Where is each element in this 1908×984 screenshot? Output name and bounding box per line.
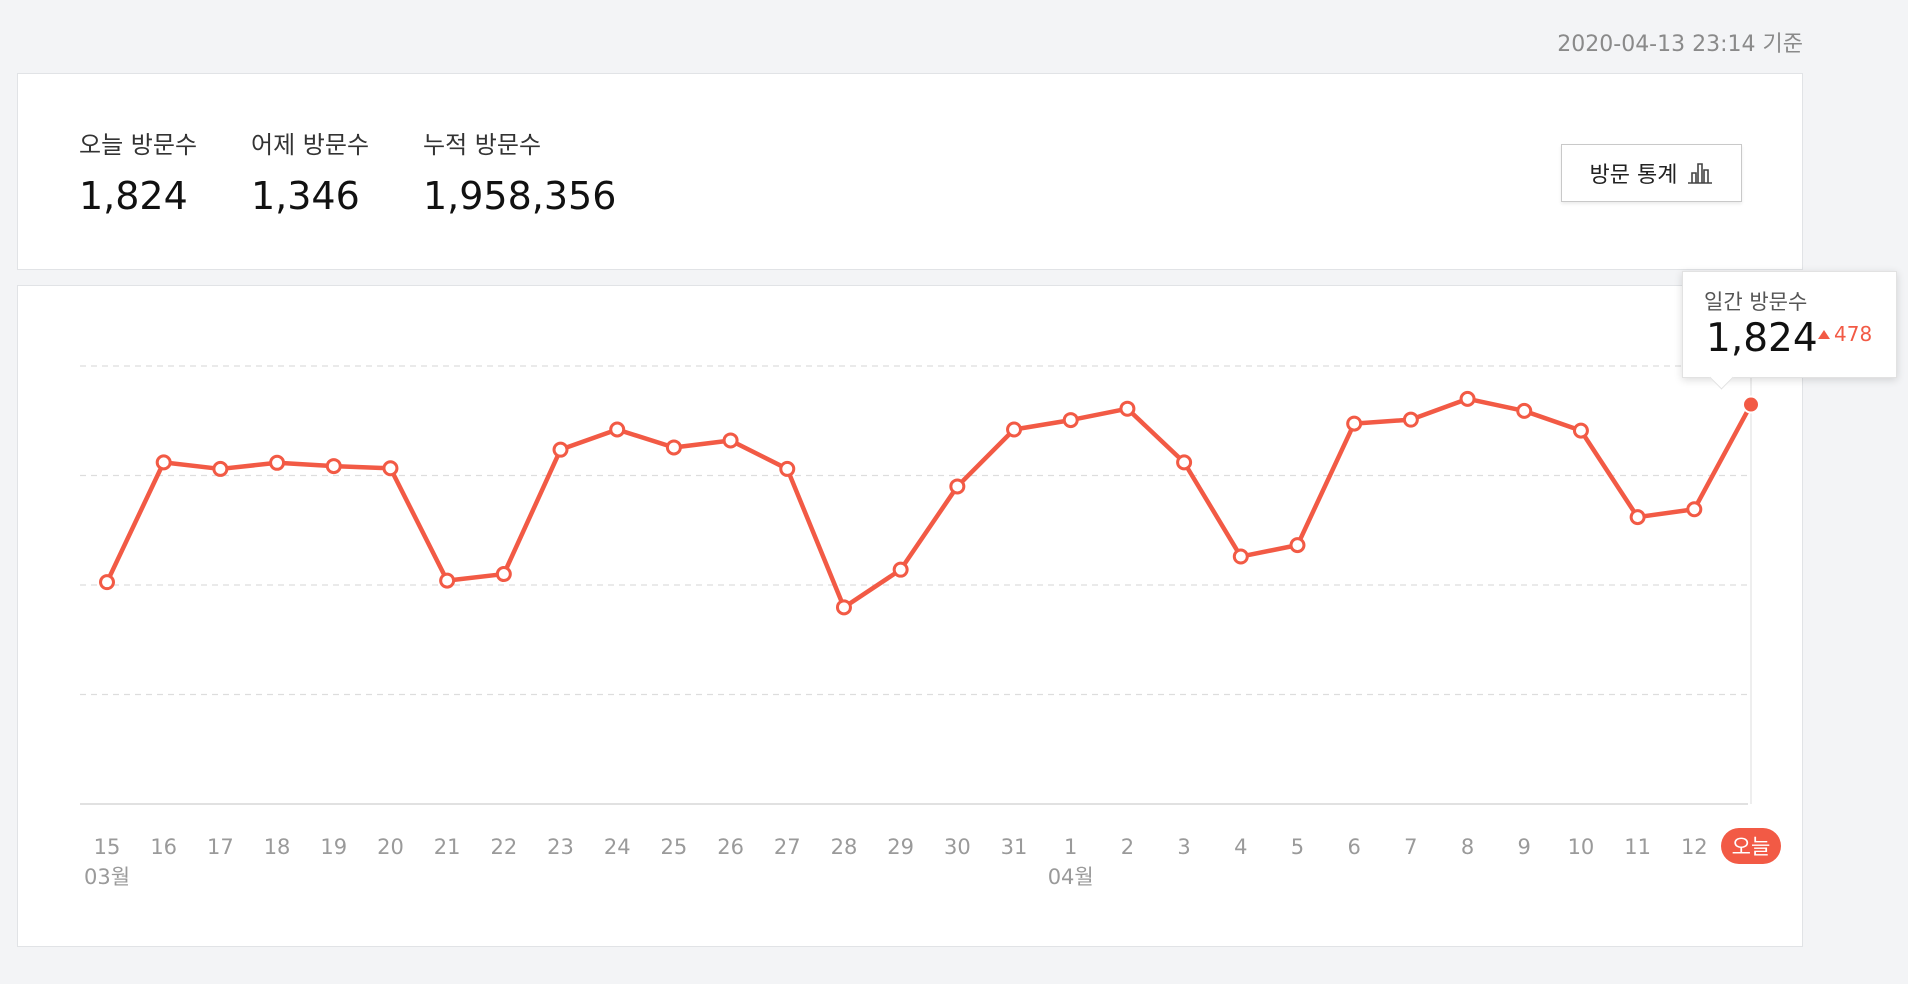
today-badge [1721, 828, 1781, 864]
data-point-6 [439, 572, 456, 589]
total-visits-label: 누적 방문수 [423, 131, 542, 159]
x-tick-label-8: 23 [547, 835, 574, 859]
x-tick-label-29: 오늘 [1732, 835, 1771, 859]
timestamp: 2020-04-13 23:14 기준 [1557, 32, 1803, 57]
month-label-1: 04월 [1048, 865, 1094, 889]
triangle-up-icon [1818, 329, 1830, 339]
x-tick-label-13: 28 [831, 835, 858, 859]
tooltip-value: 1,824 [1706, 316, 1818, 361]
data-point-9 [609, 421, 626, 438]
x-tick-label-6: 21 [434, 835, 461, 859]
x-tick-label-12: 27 [774, 835, 801, 859]
x-tick-label-16: 31 [1001, 835, 1028, 859]
x-tick-label-7: 22 [490, 835, 517, 859]
x-tick-label-23: 7 [1404, 835, 1417, 859]
x-tick-label-1: 16 [150, 835, 177, 859]
data-point-4 [325, 458, 342, 475]
tooltip-label: 일간 방문수 [1704, 290, 1808, 314]
x-tick-label-11: 26 [717, 835, 744, 859]
data-point-14 [892, 561, 909, 578]
tooltip-change: 478 [1818, 322, 1872, 346]
x-tick-label-27: 11 [1624, 835, 1651, 859]
x-tick-label-4: 19 [320, 835, 347, 859]
data-point-22 [1346, 415, 1363, 432]
data-point-15 [949, 478, 966, 495]
x-tick-label-26: 10 [1568, 835, 1595, 859]
data-point-17 [1062, 412, 1079, 429]
x-tick-label-18: 2 [1121, 835, 1134, 859]
data-point-11 [722, 432, 739, 449]
x-tick-label-22: 6 [1347, 835, 1360, 859]
x-tick-label-24: 8 [1461, 835, 1474, 859]
visitor-stats-card: 오늘 방문수 1,824 어제 방문수 1,346 누적 방문수 1,958,3… [17, 73, 1803, 270]
data-point-0 [99, 574, 115, 591]
x-tick-label-14: 29 [887, 835, 914, 859]
x-tick-label-15: 30 [944, 835, 971, 859]
data-point-21 [1289, 537, 1306, 554]
x-tick-label-2: 17 [207, 835, 234, 859]
data-point-23 [1402, 411, 1419, 428]
data-point-13 [835, 599, 852, 616]
data-point-3 [269, 454, 286, 471]
x-tick-label-20: 4 [1234, 835, 1247, 859]
x-tick-label-19: 3 [1177, 835, 1190, 859]
data-point-18 [1119, 400, 1136, 417]
series-line [104, 396, 1754, 610]
x-tick-label-10: 25 [661, 835, 688, 859]
stat-total: 누적 방문수 1,958,356 [423, 125, 616, 218]
data-point-24 [1459, 390, 1476, 407]
data-point-27 [1629, 509, 1646, 526]
data-point-8 [552, 441, 569, 458]
x-tick-label-21: 5 [1291, 835, 1304, 859]
data-point-7 [495, 566, 512, 583]
daily-visits-chart-card: 15 16 17 18 19 20 21 22 23 24 25 26 27 28 29 30 31 1 2 3 4 5 6… [17, 285, 1803, 947]
daily-visits-chart: 15 16 17 18 19 20 21 22 23 24 25 26 27 28 29 30 31 1 2 3 4 5 6… [80, 294, 1781, 889]
tooltip-change-value: 478 [1834, 322, 1873, 346]
yesterday-visits-label: 어제 방문수 [251, 131, 370, 159]
x-tick-label-28: 12 [1681, 835, 1708, 859]
stat-today: 오늘 방문수 1,824 [79, 125, 197, 218]
x-tick-label-17: 1 [1064, 835, 1077, 859]
data-point-1 [155, 454, 172, 471]
data-point-10 [665, 439, 682, 456]
data-point-20 [1232, 548, 1249, 565]
x-tick-label-3: 18 [264, 835, 291, 859]
data-point-29 [1742, 395, 1760, 414]
month-label-0: 03월 [84, 865, 130, 889]
data-point-12 [779, 460, 796, 477]
data-point-25 [1516, 402, 1533, 419]
data-point-28 [1686, 501, 1703, 518]
today-visits-value: 1,824 [79, 174, 188, 218]
today-visits-label: 오늘 방문수 [79, 131, 198, 159]
x-tick-label-0: 15 [94, 835, 121, 859]
daily-visits-tooltip: 일간 방문수 1,824 478 [1682, 271, 1897, 378]
stat-yesterday: 어제 방문수 1,346 [251, 125, 369, 218]
yesterday-visits-value: 1,346 [251, 174, 360, 218]
x-tick-label-5: 20 [377, 835, 404, 859]
visit-stats-button-label: 방문 통계 [1589, 163, 1678, 188]
data-point-16 [1006, 421, 1023, 438]
x-tick-label-9: 24 [604, 835, 631, 859]
total-visits-value: 1,958,356 [423, 174, 617, 218]
data-point-26 [1572, 422, 1589, 439]
bar-chart-icon [1688, 163, 1713, 184]
x-tick-label-25: 9 [1518, 835, 1531, 859]
data-point-19 [1176, 454, 1193, 471]
visit-stats-button[interactable]: 방문 통계 [1561, 144, 1742, 202]
data-point-2 [212, 460, 229, 477]
data-point-5 [382, 460, 399, 477]
